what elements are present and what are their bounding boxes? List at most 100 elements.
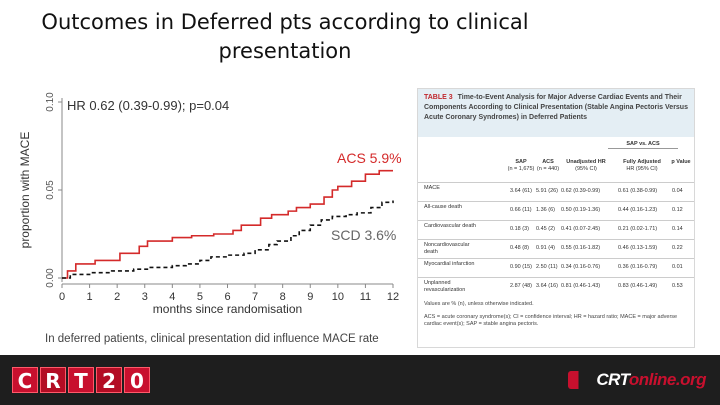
col-header-adjusted: Fully Adjusted HR (95% CI) [616, 159, 668, 173]
kaplan-meier-chart: 0.00 0.05 0.10 0 1 2 3 4 5 6 7 8 9 10 11 12 months since… [15, 80, 410, 345]
chart-caption: In deferred patients, clinical presentat… [45, 333, 379, 345]
logo-letter: T [68, 367, 94, 393]
cell-adjusted: 0.44 (0.16-1.23) [618, 207, 658, 213]
cell-acs: 0.91 (4) [536, 245, 555, 251]
cell-adjusted: 0.36 (0.16-0.79) [618, 264, 658, 270]
cell-sap: 0.90 (15) [510, 264, 533, 270]
row-label: Noncardiovascular death [424, 242, 470, 255]
col-adj-label: Fully Adjusted [623, 159, 661, 165]
row-label: All-cause death [424, 204, 462, 210]
x-tick-label: 8 [280, 291, 286, 303]
scd-curve [62, 200, 394, 279]
table-caption: TABLE 3 Time-to-Event Analysis for Major… [424, 93, 688, 123]
table-row: Cardiovascular death 0.18 (3) 0.45 (2) 0… [418, 220, 694, 239]
cell-pvalue: 0.12 [672, 207, 683, 213]
x-tick-label: 7 [252, 291, 258, 303]
table-row: Myocardial infarction 0.90 (15) 2.50 (11… [418, 258, 694, 277]
cell-sap: 0.66 (11) [510, 207, 532, 213]
cell-acs: 5.91 (26) [536, 188, 559, 194]
crt20-logo: C R T 2 0 [12, 367, 152, 393]
cell-acs: 3.64 (16) [536, 283, 559, 289]
slide-title: Outcomes in Deferred pts according to cl… [0, 8, 570, 66]
cell-sap: 2.87 (48) [510, 283, 533, 289]
table-caption-text: Time-to-Event Analysis for Major Adverse… [424, 94, 688, 121]
cell-adjusted: 0.61 (0.38-0.99) [618, 188, 658, 194]
col-header-pvalue: p Value [668, 159, 694, 166]
cell-unadjusted: 0.41 (0.07-2.45) [561, 226, 601, 232]
col-adj-sub: HR (95% CI) [626, 166, 658, 172]
table-number: TABLE 3 [424, 94, 453, 101]
results-table: TABLE 3 Time-to-Event Analysis for Major… [417, 88, 695, 348]
x-tick-label: 4 [169, 291, 175, 303]
x-tick-label: 12 [387, 291, 399, 303]
table-row: MACE 3.64 (61) 5.91 (26) 0.62 (0.39-0.99… [418, 182, 694, 201]
cell-unadjusted: 0.81 (0.46-1.43) [561, 283, 601, 289]
cell-sap: 3.64 (61) [510, 188, 533, 194]
col-sap-label: SAP [515, 159, 527, 165]
table-caption-block: TABLE 3 Time-to-Event Analysis for Major… [418, 89, 694, 137]
logo-letter: C [12, 367, 38, 393]
y-tick-label: 0.05 [45, 180, 56, 200]
y-tick-label: 0.10 [45, 92, 56, 112]
row-label: Cardiovascular death [424, 223, 476, 229]
logo-letter: R [40, 367, 66, 393]
x-tick-label: 9 [307, 291, 313, 303]
cell-adjusted: 0.21 (0.02-1.71) [618, 226, 658, 232]
cell-sap: 0.18 (3) [510, 226, 529, 232]
col-unadj-label: Unadjusted HR [566, 159, 606, 165]
cell-unadjusted: 0.50 (0.19-1.36) [561, 207, 601, 213]
acs-curve [62, 169, 393, 279]
cell-sap: 0.48 (8) [510, 245, 529, 251]
col-unadj-sub: (95% CI) [575, 166, 597, 172]
cell-pvalue: 0.01 [672, 264, 683, 270]
footer-bar: C R T 2 0 CRTonline.org [0, 355, 720, 405]
cell-pvalue: 0.04 [672, 188, 683, 194]
x-tick-label: 5 [197, 291, 203, 303]
crtonline-left: CRT [596, 370, 629, 389]
col-header-unadjusted: Unadjusted HR (95% CI) [561, 159, 611, 173]
table-group-header: SAP vs. ACS [608, 141, 678, 149]
x-tick-label: 0 [59, 291, 65, 303]
cell-adjusted: 0.46 (0.13-1.59) [618, 245, 658, 251]
acs-series-label: ACS 5.9% [337, 150, 402, 166]
table-footnotes: Values are % (n), unless otherwise indic… [424, 301, 690, 334]
x-axis-label: months since randomisation [153, 302, 302, 316]
table-row: All-cause death 0.66 (11) 1.36 (6) 0.50 … [418, 201, 694, 220]
crtonline-right: online.org [628, 370, 707, 389]
cell-pvalue: 0.14 [672, 226, 683, 232]
row-label: Unplanned revascularization [424, 280, 466, 293]
slide-title-line2: presentation [218, 39, 352, 63]
col-sap-sub: (n = 1,675) [507, 166, 535, 172]
table-footnote-abbreviations: ACS = acute coronary syndrome(s); CI = c… [424, 314, 678, 327]
table-row: Noncardiovascular death 0.48 (8) 0.91 (4… [418, 239, 694, 258]
x-tick-label: 3 [142, 291, 148, 303]
cell-unadjusted: 0.55 (0.16-1.82) [561, 245, 601, 251]
crtonline-text: CRTonline.org [596, 370, 706, 390]
slide-title-line1: Outcomes in Deferred pts according to cl… [41, 10, 529, 34]
hazard-ratio-annotation: HR 0.62 (0.39-0.99); p=0.04 [67, 98, 229, 113]
crtonline-mark-icon [568, 371, 595, 389]
col-header-sap: SAP (n = 1,675) [506, 159, 536, 173]
table-footnote-values: Values are % (n), unless otherwise indic… [424, 301, 534, 307]
logo-letter: 2 [96, 367, 122, 393]
col-header-acs: ACS (n = 440) [533, 159, 563, 173]
cell-unadjusted: 0.62 (0.39-0.99) [561, 188, 601, 194]
crtonline-logo[interactable]: CRTonline.org [568, 367, 707, 393]
x-tick-label: 6 [224, 291, 230, 303]
x-tick-label: 11 [360, 291, 371, 303]
row-label: Myocardial infarction [424, 261, 475, 267]
table-body: MACE 3.64 (61) 5.91 (26) 0.62 (0.39-0.99… [418, 182, 694, 296]
col-acs-label: ACS [542, 159, 554, 165]
y-tick-label: 0.00 [45, 268, 56, 288]
cell-acs: 1.36 (6) [536, 207, 555, 213]
x-tick-label: 2 [114, 291, 120, 303]
logo-letter: 0 [124, 367, 150, 393]
cell-unadjusted: 0.34 (0.16-0.76) [561, 264, 601, 270]
scd-series-label: SCD 3.6% [331, 227, 396, 243]
x-tick-label: 1 [87, 291, 93, 303]
col-p-label: p Value [671, 159, 691, 165]
x-tick-label: 10 [332, 291, 344, 303]
row-label: MACE [424, 185, 440, 191]
cell-acs: 0.45 (2) [536, 226, 555, 232]
